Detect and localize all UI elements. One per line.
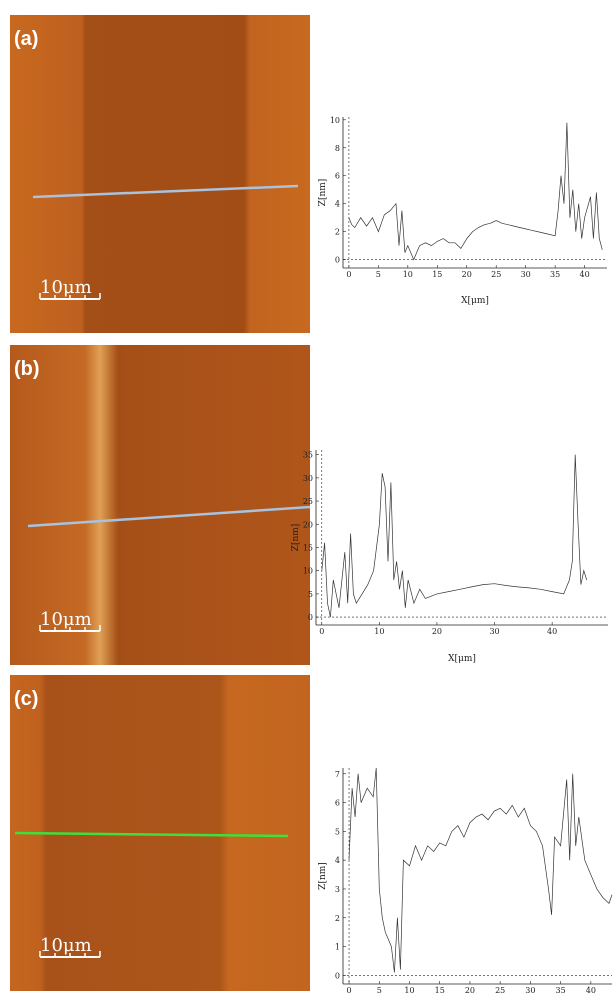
x-tick-label: 10	[404, 986, 414, 994]
panel-label: (a)	[14, 28, 38, 50]
y-tick-label: 7	[335, 770, 340, 779]
scan-line	[27, 505, 311, 528]
scale-bar-label: 10μm	[40, 935, 92, 956]
scale-bar-label: 10μm	[40, 609, 92, 630]
profile-line	[321, 454, 588, 618]
x-tick-label: 20	[432, 627, 442, 636]
y-tick-label: 5	[335, 827, 340, 836]
x-tick-label: 5	[376, 270, 381, 279]
y-tick-label: 2	[335, 228, 340, 237]
y-tick-label: 35	[303, 451, 313, 460]
x-tick-label: 30	[525, 986, 535, 994]
x-tick-label: 20	[462, 270, 472, 279]
y-tick-label: 30	[303, 474, 313, 483]
x-tick-label: 10	[374, 627, 384, 636]
y-tick-label: 10	[303, 567, 313, 576]
x-tick-label: 10	[403, 270, 413, 279]
scan-line	[14, 831, 289, 838]
profile-line	[348, 767, 613, 973]
afm-image	[10, 15, 310, 333]
y-tick-label: 2	[335, 914, 340, 923]
x-tick-label: 5	[377, 986, 382, 994]
x-tick-label: 15	[432, 270, 442, 279]
x-tick-label: 0	[319, 627, 324, 636]
x-tick-label: 15	[435, 986, 445, 994]
x-tick-label: 40	[547, 627, 557, 636]
x-tick-label: 25	[491, 270, 501, 279]
y-tick-label: 20	[303, 520, 313, 529]
y-tick-label: 6	[335, 172, 340, 181]
y-tick-label: 3	[335, 885, 340, 894]
y-tick-label: 10	[330, 116, 340, 125]
y-tick-label: 4	[335, 856, 340, 865]
y-tick-label: 25	[303, 497, 313, 506]
x-axis-label: X[μm]	[448, 654, 476, 664]
x-axis-label: X[μm]	[461, 296, 489, 306]
y-tick-label: 0	[335, 971, 340, 980]
x-tick-label: 30	[521, 270, 531, 279]
scale-bar-label: 10μm	[40, 277, 92, 298]
y-axis-label: Z[nm]	[291, 524, 301, 552]
x-tick-label: 30	[489, 627, 499, 636]
profile-line	[348, 122, 603, 261]
y-tick-label: 0	[335, 256, 340, 265]
scan-line	[32, 184, 299, 199]
y-axis-label: Z[nm]	[318, 179, 328, 207]
y-axis-label: Z[nm]	[318, 862, 328, 890]
afm-image	[10, 345, 310, 665]
x-tick-label: 40	[580, 270, 590, 279]
x-tick-label: 0	[346, 986, 351, 994]
x-tick-label: 35	[550, 270, 560, 279]
y-tick-label: 8	[335, 144, 340, 153]
x-tick-label: 20	[465, 986, 475, 994]
x-tick-label: 0	[346, 270, 351, 279]
y-tick-label: 0	[308, 613, 313, 622]
y-tick-label: 1	[335, 943, 340, 952]
y-tick-label: 5	[308, 590, 313, 599]
y-tick-label: 4	[335, 200, 340, 209]
x-tick-label: 40	[586, 986, 596, 994]
x-tick-label: 25	[495, 986, 505, 994]
y-tick-label: 15	[303, 543, 313, 552]
panel-label: (c)	[14, 688, 38, 710]
panel-label: (b)	[14, 358, 40, 380]
x-tick-label: 35	[556, 986, 566, 994]
y-tick-label: 6	[335, 799, 340, 808]
